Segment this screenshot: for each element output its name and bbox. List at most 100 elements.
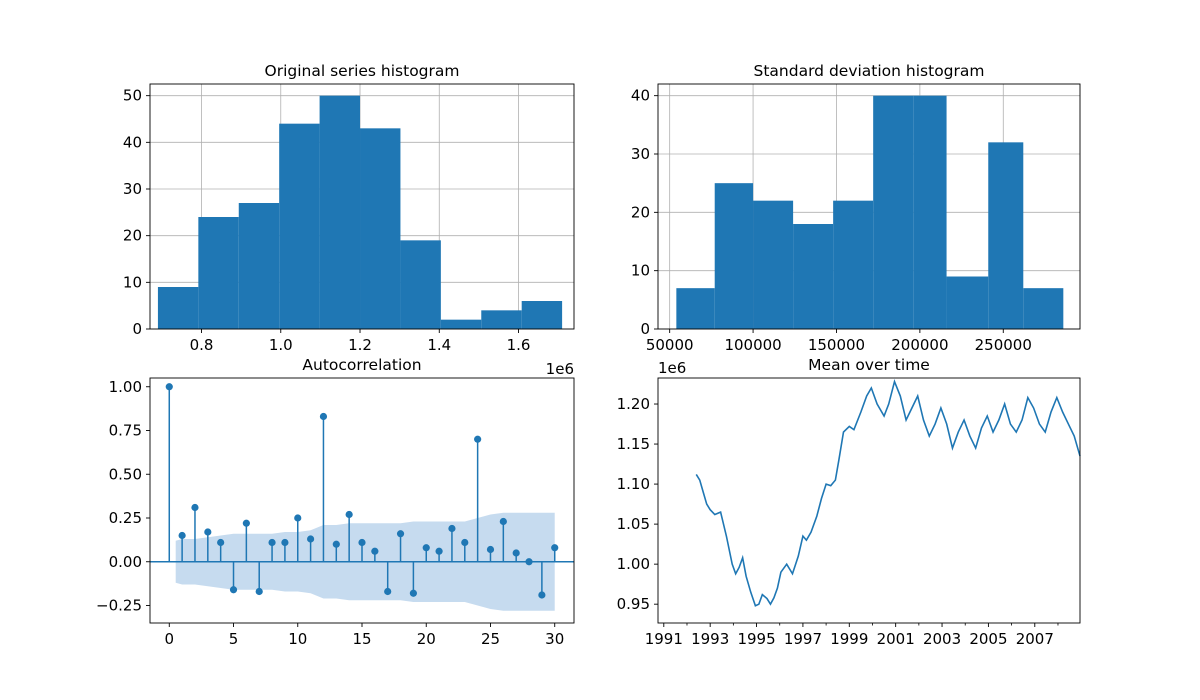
chart-2: 50000 100000 150000 200000 250000 0 10 20 30 40 St… bbox=[631, 62, 1081, 354]
acf-point bbox=[281, 538, 289, 547]
histogram-bar bbox=[360, 128, 401, 329]
histogram-bar bbox=[946, 276, 989, 329]
y-tick-label: 40 bbox=[123, 133, 142, 151]
acf-point bbox=[178, 531, 186, 540]
acf-point bbox=[307, 535, 315, 543]
x-tick-label: 15 bbox=[352, 630, 371, 648]
chart-3: 0 5 10 15 20 25 30 1.00 0.75 0.50 0.25 0.00 −0.25 Aut… bbox=[96, 356, 575, 648]
bars bbox=[676, 95, 1064, 330]
histogram-bar bbox=[400, 240, 441, 329]
histogram-bar bbox=[521, 301, 563, 329]
acf-point bbox=[422, 544, 430, 552]
y-tick-label: 0 bbox=[640, 320, 650, 338]
x-tick-label: 2005 bbox=[969, 630, 1007, 648]
x-offset-label: 1e6 bbox=[546, 360, 574, 378]
y-tick-label: 1.00 bbox=[617, 555, 650, 573]
acf-point bbox=[332, 540, 340, 548]
y-tick-label: 1.00 bbox=[109, 378, 142, 396]
stems bbox=[165, 383, 559, 599]
x-tick-label: 1997 bbox=[784, 630, 822, 648]
histogram-bar bbox=[793, 224, 834, 329]
histogram-bar bbox=[157, 287, 199, 329]
x-tick-label: 1.0 bbox=[269, 336, 293, 354]
histogram-bar bbox=[238, 203, 280, 329]
chart-title: Mean over time bbox=[808, 356, 930, 374]
y-axis: 0.95 1.00 1.05 1.10 1.15 1.20 bbox=[617, 395, 658, 613]
chart-title: Original series histogram bbox=[265, 62, 460, 80]
acf-point bbox=[396, 530, 405, 538]
y-axis: 0 10 20 30 40 50 bbox=[123, 87, 150, 338]
axes-frame bbox=[149, 83, 575, 330]
x-tick-label: 2001 bbox=[877, 630, 915, 648]
bars bbox=[157, 95, 563, 330]
acf-point bbox=[538, 591, 546, 599]
y-tick-label: 10 bbox=[123, 273, 142, 291]
acf-point bbox=[242, 519, 250, 527]
x-tick-label: 1.6 bbox=[507, 336, 531, 354]
x-tick-label: 250000 bbox=[975, 336, 1032, 354]
acf-point bbox=[255, 587, 263, 596]
chart-title: Autocorrelation bbox=[302, 356, 421, 374]
histogram-bar bbox=[873, 95, 914, 330]
y-tick-label: 1.15 bbox=[617, 435, 650, 453]
y-tick-label: 10 bbox=[631, 262, 650, 280]
acf-point bbox=[294, 514, 302, 522]
histogram-bar bbox=[753, 200, 794, 329]
histogram-bar bbox=[1023, 288, 1064, 329]
mean-line bbox=[695, 379, 1081, 607]
acf-point bbox=[409, 589, 417, 597]
y-tick-label: 20 bbox=[631, 203, 650, 221]
acf-point bbox=[448, 524, 456, 533]
y-tick-label: 0.00 bbox=[109, 553, 142, 571]
x-axis: 1991 1993 1995 1997 1999 2001 2003 2005 2007 bbox=[645, 623, 1059, 648]
x-tick-label: 1.4 bbox=[427, 336, 451, 354]
acf-point bbox=[204, 528, 212, 536]
histogram-bar bbox=[833, 200, 874, 329]
acf-point bbox=[229, 586, 238, 594]
histogram-bar bbox=[440, 319, 482, 329]
acf-point bbox=[474, 435, 482, 443]
y-tick-label: 0.75 bbox=[109, 422, 142, 440]
y-tick-label: 0 bbox=[132, 320, 142, 338]
y-tick-label: 0.25 bbox=[109, 509, 142, 527]
x-tick-label: 10 bbox=[288, 630, 307, 648]
y-tick-label: 0.95 bbox=[617, 595, 650, 613]
y-axis: 1.00 0.75 0.50 0.25 0.00 −0.25 bbox=[96, 378, 150, 615]
acf-point bbox=[486, 545, 495, 554]
y-tick-label: 0.50 bbox=[109, 465, 142, 483]
acf-point bbox=[319, 412, 328, 421]
y-tick-label: 50 bbox=[123, 87, 142, 105]
y-tick-label: −0.25 bbox=[96, 597, 142, 615]
y-tick-label: 30 bbox=[123, 180, 142, 198]
acf-point bbox=[165, 383, 173, 391]
histogram-bar bbox=[913, 95, 947, 330]
histogram-bar bbox=[714, 183, 754, 329]
acf-point bbox=[358, 538, 366, 547]
y-tick-label: 1.05 bbox=[617, 515, 650, 533]
x-tick-label: 0.8 bbox=[190, 336, 214, 354]
histogram-bar bbox=[279, 123, 320, 330]
acf-point bbox=[551, 544, 559, 552]
x-tick-label: 5 bbox=[229, 630, 239, 648]
axes-frame bbox=[657, 377, 1081, 624]
acf-point bbox=[461, 538, 469, 547]
y-axis: 0 10 20 30 40 bbox=[631, 87, 658, 338]
acf-point bbox=[525, 558, 533, 566]
y-tick-label: 1.20 bbox=[617, 395, 650, 413]
y-tick-label: 20 bbox=[123, 227, 142, 245]
x-tick-label: 25 bbox=[481, 630, 500, 648]
y-offset-label: 1e6 bbox=[658, 359, 686, 377]
x-tick-label: 20 bbox=[417, 630, 436, 648]
y-tick-label: 30 bbox=[631, 145, 650, 163]
x-tick-label: 2003 bbox=[923, 630, 961, 648]
x-tick-label: 50000 bbox=[646, 336, 694, 354]
acf-point bbox=[191, 503, 199, 512]
acf-point bbox=[499, 517, 507, 526]
acf-point bbox=[384, 587, 392, 596]
x-tick-label: 0 bbox=[164, 630, 174, 648]
acf-point bbox=[345, 510, 353, 519]
chart-title: Standard deviation histogram bbox=[754, 62, 985, 80]
y-tick-label: 40 bbox=[631, 87, 650, 105]
histogram-bar bbox=[198, 217, 239, 329]
